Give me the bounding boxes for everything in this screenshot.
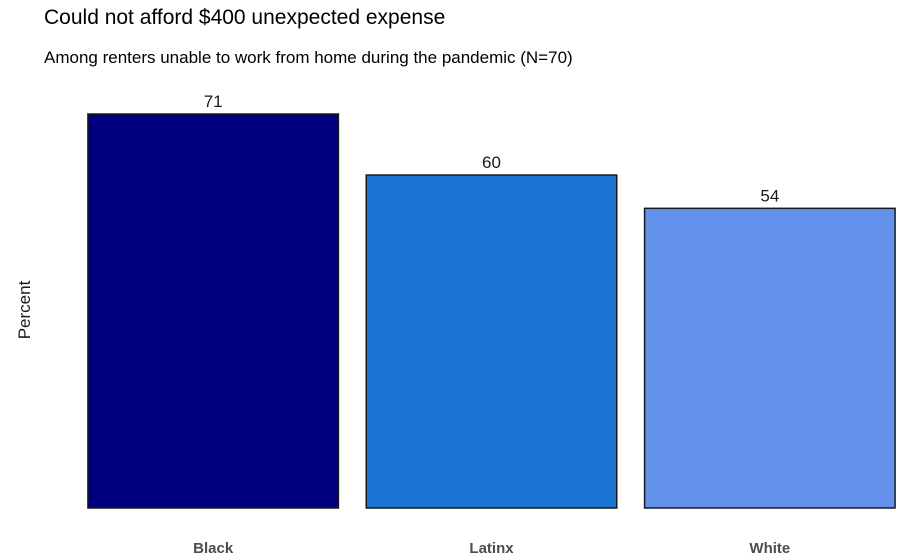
bars-group [87, 113, 896, 509]
y-axis-label: Percent [15, 280, 34, 339]
bar-latinx [365, 174, 618, 509]
bar-value-label-latinx: 60 [482, 153, 501, 172]
x-tick-label-black: Black [193, 540, 234, 557]
chart-title: Could not afford $400 unexpected expense [44, 6, 446, 29]
bar-value-label-black: 71 [204, 92, 223, 111]
x-tick-label-white: White [749, 540, 790, 557]
x-tick-labels-group: Black Latinx White [193, 540, 790, 557]
bar-white [643, 207, 896, 509]
bar-value-label-white: 54 [760, 186, 779, 205]
value-labels-group: 71 60 54 [204, 92, 780, 205]
x-tick-label-latinx: Latinx [469, 540, 514, 557]
chart-subtitle: Among renters unable to work from home d… [44, 48, 573, 67]
bar-black [87, 113, 340, 509]
